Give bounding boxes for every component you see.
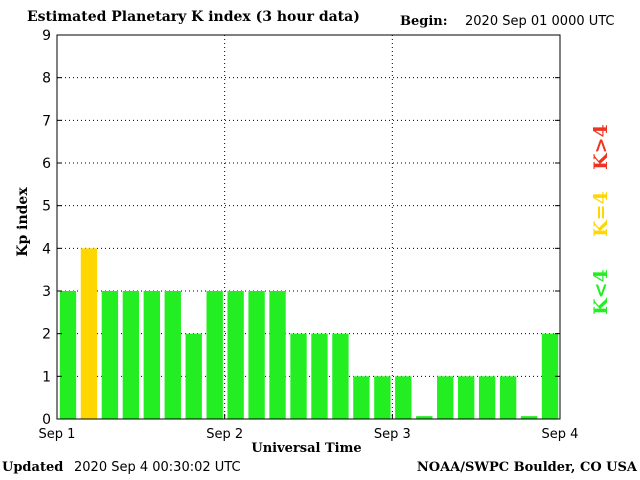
chart-title: Estimated Planetary K index (3 hour data… bbox=[27, 9, 360, 25]
updated-value: 2020 Sep 4 00:30:02 UTC bbox=[74, 460, 241, 475]
x-axis-label: Universal Time bbox=[251, 441, 361, 456]
y-tick-label: 3 bbox=[42, 284, 51, 300]
kp-bar bbox=[353, 376, 370, 419]
kp-bar bbox=[290, 333, 307, 419]
kp-bar bbox=[269, 291, 286, 419]
kp-bar bbox=[541, 333, 559, 419]
y-tick-label: 8 bbox=[42, 71, 51, 87]
y-tick-label: 1 bbox=[42, 369, 51, 385]
plot-frame bbox=[56, 34, 561, 420]
y-tick-label: 2 bbox=[42, 327, 51, 343]
credit-text: NOAA/SWPC Boulder, CO USA bbox=[416, 460, 637, 475]
kp-bar bbox=[458, 376, 475, 419]
x-tick-label: Sep 4 bbox=[542, 427, 579, 442]
y-tick-label: 4 bbox=[42, 241, 51, 257]
begin-label: Begin: bbox=[400, 14, 448, 29]
kp-bar bbox=[206, 291, 223, 419]
kp-bar bbox=[499, 376, 517, 419]
kp-bar bbox=[185, 333, 202, 419]
kp-bar bbox=[437, 376, 454, 419]
y-tick-label: 0 bbox=[42, 412, 51, 428]
x-tick-label: Sep 3 bbox=[374, 427, 411, 442]
kp-bar bbox=[122, 291, 140, 419]
kp-bar bbox=[520, 416, 538, 419]
kp-bar bbox=[416, 416, 433, 419]
kp-bar bbox=[248, 291, 265, 419]
y-tick-label: 7 bbox=[42, 113, 51, 129]
kp-bar bbox=[59, 291, 77, 419]
kp-bar bbox=[101, 291, 119, 419]
x-tick-label: Sep 2 bbox=[206, 427, 243, 442]
kp-bar bbox=[374, 376, 391, 419]
kp-bar bbox=[478, 376, 496, 419]
y-tick-label: 5 bbox=[42, 199, 51, 215]
kp-bar bbox=[164, 291, 181, 419]
legend-above: K>4 bbox=[590, 124, 612, 170]
y-axis-label: Kp index bbox=[15, 187, 31, 257]
legend-below: K<4 bbox=[590, 269, 612, 315]
kp-bar bbox=[227, 291, 244, 419]
kp-bar bbox=[143, 291, 160, 419]
y-tick-label: 6 bbox=[42, 156, 51, 172]
begin-value: 2020 Sep 01 0000 UTC bbox=[465, 14, 615, 29]
kp-bar bbox=[395, 376, 412, 419]
kp-bar bbox=[311, 333, 328, 419]
updated-label: Updated bbox=[2, 460, 64, 475]
y-tick-label: 9 bbox=[42, 28, 51, 44]
x-tick-label: Sep 1 bbox=[39, 427, 76, 442]
kp-bar bbox=[332, 333, 349, 419]
kp-bar bbox=[80, 248, 98, 419]
